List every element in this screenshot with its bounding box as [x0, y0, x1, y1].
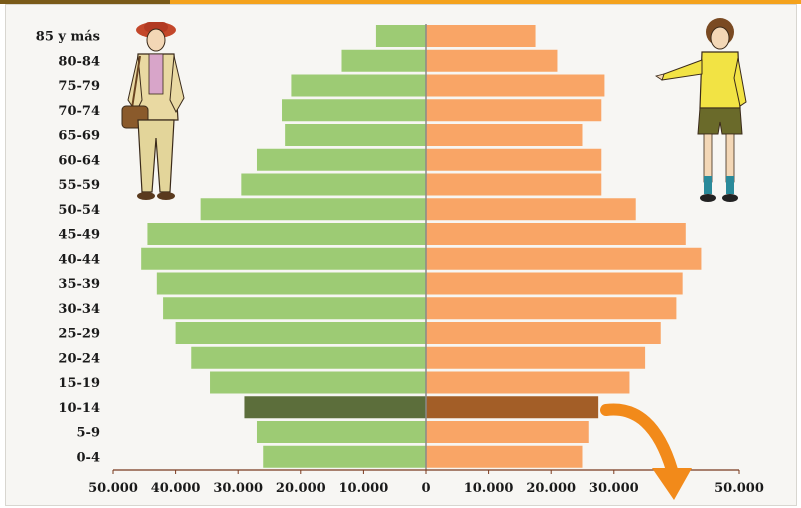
right-bar-16 [426, 421, 589, 443]
age-group-label-8: 45-49 [58, 228, 100, 243]
age-group-label-1: 80-84 [58, 54, 100, 69]
age-group-labels: 85 y más 80-84 75-79 70-74 65-69 60-64 55-59 50… [36, 30, 100, 466]
right-bar-3 [426, 99, 602, 122]
age-group-label-5: 60-64 [58, 153, 100, 168]
man-with-bag-illustration-icon [121, 22, 185, 200]
right-bar-0 [426, 25, 536, 47]
right-bar-5 [426, 148, 602, 171]
right-bar-4 [426, 124, 583, 146]
left-bar-16 [256, 421, 426, 443]
x-tick-label-2: 30.000 [213, 481, 263, 496]
x-tick-label-10: 50.000 [714, 481, 764, 496]
left-bar-11 [163, 297, 426, 320]
age-group-label-11: 30-34 [58, 302, 100, 317]
x-tick-label-1: 40.000 [151, 481, 201, 496]
right-bar-7 [426, 198, 636, 221]
x-tick-label-0: 50.000 [88, 481, 138, 496]
left-bar-15 [244, 396, 426, 419]
top-strip-dark [0, 0, 170, 4]
x-tick-label-4: 10.000 [339, 481, 389, 496]
age-group-label-17: 0-4 [77, 450, 101, 465]
left-bar-13 [191, 346, 426, 369]
left-bar-1 [341, 49, 426, 72]
right-bar-11 [426, 297, 677, 320]
age-group-label-12: 25-29 [58, 327, 100, 342]
right-bar-15 [426, 396, 599, 419]
left-bar-7 [200, 198, 426, 221]
bars-layer [141, 25, 702, 468]
age-group-label-9: 40-44 [58, 252, 100, 267]
left-bar-0 [375, 25, 426, 47]
left-bar-4 [285, 124, 426, 146]
x-tick-label-7: 20.000 [526, 481, 576, 496]
top-strip [0, 0, 801, 4]
age-group-label-3: 70-74 [58, 104, 100, 119]
age-group-label-7: 50-54 [58, 203, 100, 218]
left-bar-17 [263, 445, 426, 468]
age-group-label-10: 35-39 [58, 277, 100, 292]
right-bar-8 [426, 223, 686, 245]
orange-curved-arrow-icon [600, 403, 692, 500]
right-bar-2 [426, 74, 605, 97]
left-bar-14 [210, 371, 426, 394]
right-bar-17 [426, 445, 583, 468]
age-group-label-0: 85 y más [36, 30, 100, 45]
age-group-label-13: 20-24 [58, 351, 100, 366]
x-tick-label-3: 20.000 [276, 481, 326, 496]
left-bar-10 [156, 272, 426, 295]
left-bar-3 [282, 99, 426, 122]
right-bar-12 [426, 322, 661, 344]
right-bar-14 [426, 371, 630, 394]
age-group-label-15: 10-14 [58, 401, 100, 416]
left-bar-5 [256, 148, 426, 171]
age-group-label-16: 5-9 [77, 426, 101, 441]
age-group-label-14: 15-19 [58, 376, 100, 391]
age-group-label-2: 75-79 [58, 79, 100, 94]
x-tick-label-8: 30.000 [589, 481, 639, 496]
age-group-label-6: 55-59 [58, 178, 100, 193]
right-bar-6 [426, 173, 602, 196]
x-tick-label-5: 0 [421, 481, 430, 496]
left-bar-9 [141, 247, 427, 270]
right-bar-9 [426, 247, 702, 270]
left-bar-2 [291, 74, 426, 97]
right-bar-13 [426, 346, 646, 369]
x-tick-labels: 50.000 40.000 30.000 20.000 10.000 0 10.000 20.… [88, 470, 764, 496]
age-group-label-4: 65-69 [58, 129, 100, 144]
left-bar-12 [175, 322, 426, 344]
left-bar-8 [147, 223, 426, 245]
x-tick-label-6: 10.000 [464, 481, 514, 496]
woman-pointing-illustration-icon [655, 18, 747, 202]
left-bar-6 [241, 173, 426, 196]
right-bar-10 [426, 272, 683, 295]
right-bar-1 [426, 49, 558, 72]
